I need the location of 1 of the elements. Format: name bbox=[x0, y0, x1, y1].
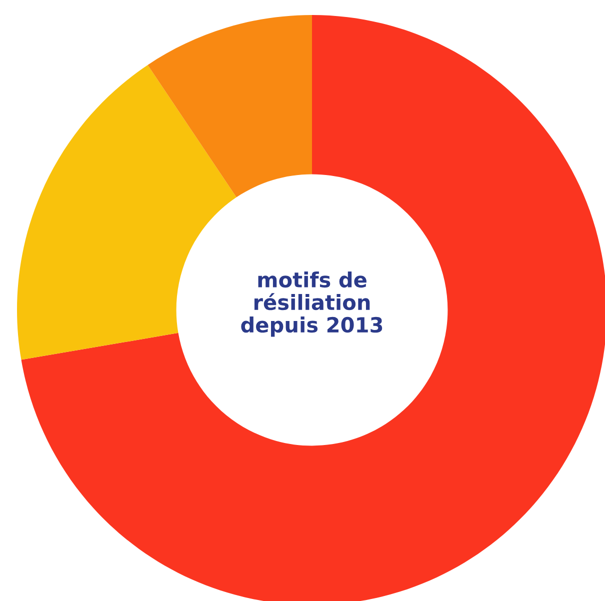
text: motifs de résiliation depuis 2013 bbox=[241, 271, 382, 337]
